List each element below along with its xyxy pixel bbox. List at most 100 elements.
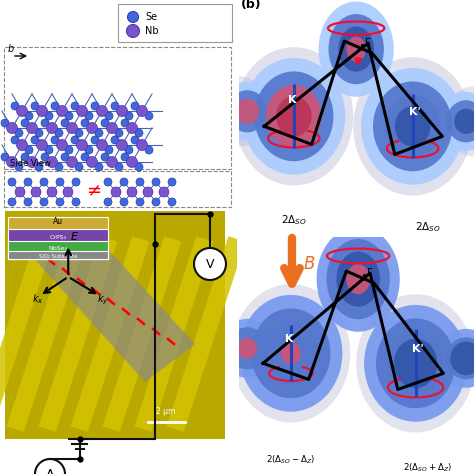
Ellipse shape	[107, 156, 118, 167]
Ellipse shape	[135, 129, 143, 137]
Ellipse shape	[63, 187, 73, 197]
Ellipse shape	[131, 136, 139, 144]
Ellipse shape	[263, 322, 319, 385]
Text: $k_y$: $k_y$	[97, 293, 109, 307]
FancyBboxPatch shape	[7, 236, 85, 432]
Ellipse shape	[1, 119, 9, 127]
Ellipse shape	[239, 295, 342, 412]
Ellipse shape	[35, 129, 43, 137]
Ellipse shape	[121, 153, 129, 161]
Ellipse shape	[327, 239, 390, 319]
Ellipse shape	[25, 146, 33, 154]
Ellipse shape	[236, 99, 259, 124]
Ellipse shape	[135, 163, 143, 171]
Ellipse shape	[51, 136, 59, 144]
Ellipse shape	[111, 102, 119, 110]
Ellipse shape	[438, 92, 474, 151]
Ellipse shape	[51, 102, 59, 110]
Ellipse shape	[120, 178, 128, 186]
Ellipse shape	[66, 122, 78, 134]
Ellipse shape	[15, 129, 23, 137]
FancyBboxPatch shape	[4, 171, 231, 207]
Polygon shape	[30, 219, 195, 382]
Text: $2\Delta_{SO}$: $2\Delta_{SO}$	[415, 220, 440, 234]
Ellipse shape	[41, 119, 49, 127]
Ellipse shape	[24, 198, 32, 206]
Ellipse shape	[121, 119, 129, 127]
Ellipse shape	[120, 198, 128, 206]
Ellipse shape	[76, 106, 88, 117]
Text: Se: Se	[145, 12, 157, 22]
Ellipse shape	[152, 198, 160, 206]
Text: Au: Au	[53, 217, 63, 226]
Ellipse shape	[143, 187, 153, 197]
Ellipse shape	[104, 198, 112, 206]
Ellipse shape	[319, 1, 394, 97]
Ellipse shape	[46, 156, 57, 167]
Text: K: K	[284, 334, 293, 344]
Ellipse shape	[168, 178, 176, 186]
Ellipse shape	[127, 25, 139, 37]
Ellipse shape	[86, 122, 98, 134]
Ellipse shape	[65, 112, 73, 120]
Ellipse shape	[81, 153, 89, 161]
Ellipse shape	[254, 72, 333, 161]
Ellipse shape	[76, 139, 88, 151]
Ellipse shape	[104, 178, 112, 186]
Ellipse shape	[25, 112, 33, 120]
Ellipse shape	[45, 112, 53, 120]
Ellipse shape	[15, 163, 23, 171]
Ellipse shape	[101, 119, 109, 127]
Ellipse shape	[47, 187, 57, 197]
Ellipse shape	[117, 106, 128, 117]
Text: $2(\Delta_{SO}+\Delta_Z)$: $2(\Delta_{SO}+\Delta_Z)$	[403, 461, 452, 474]
Ellipse shape	[346, 264, 370, 294]
Ellipse shape	[127, 156, 137, 167]
Ellipse shape	[107, 122, 118, 134]
Ellipse shape	[128, 11, 138, 22]
Ellipse shape	[237, 338, 257, 359]
FancyBboxPatch shape	[0, 236, 54, 432]
Bar	[8, 251, 108, 259]
Text: Γ: Γ	[367, 268, 373, 278]
Ellipse shape	[394, 338, 438, 388]
Ellipse shape	[55, 129, 63, 137]
Text: Nb: Nb	[145, 26, 159, 36]
Ellipse shape	[219, 319, 275, 378]
Ellipse shape	[131, 102, 139, 110]
Ellipse shape	[127, 122, 137, 134]
Ellipse shape	[31, 187, 41, 197]
Ellipse shape	[75, 163, 83, 171]
Text: K': K'	[409, 107, 420, 117]
Ellipse shape	[136, 198, 144, 206]
Ellipse shape	[27, 156, 37, 167]
Ellipse shape	[242, 58, 345, 175]
Ellipse shape	[35, 163, 43, 171]
Ellipse shape	[454, 109, 474, 134]
Ellipse shape	[21, 119, 29, 127]
Ellipse shape	[36, 106, 47, 117]
Ellipse shape	[136, 178, 144, 186]
Text: $2\Delta_{SO}$: $2\Delta_{SO}$	[281, 214, 307, 228]
Text: SiO₂ Substrate: SiO₂ Substrate	[39, 255, 77, 259]
Text: K: K	[288, 95, 296, 105]
Ellipse shape	[111, 187, 121, 197]
Ellipse shape	[7, 156, 18, 167]
Ellipse shape	[447, 100, 474, 142]
Ellipse shape	[97, 106, 108, 117]
Text: $B$: $B$	[303, 255, 316, 273]
Text: K': K'	[412, 344, 423, 354]
Ellipse shape	[235, 47, 353, 185]
Ellipse shape	[145, 112, 153, 120]
Ellipse shape	[75, 129, 83, 137]
Ellipse shape	[105, 146, 113, 154]
Ellipse shape	[8, 198, 16, 206]
Ellipse shape	[117, 139, 128, 151]
Ellipse shape	[125, 112, 133, 120]
Ellipse shape	[447, 337, 474, 379]
Ellipse shape	[388, 332, 443, 395]
Ellipse shape	[228, 90, 267, 132]
Ellipse shape	[373, 82, 452, 171]
Ellipse shape	[27, 122, 37, 134]
Ellipse shape	[65, 146, 73, 154]
